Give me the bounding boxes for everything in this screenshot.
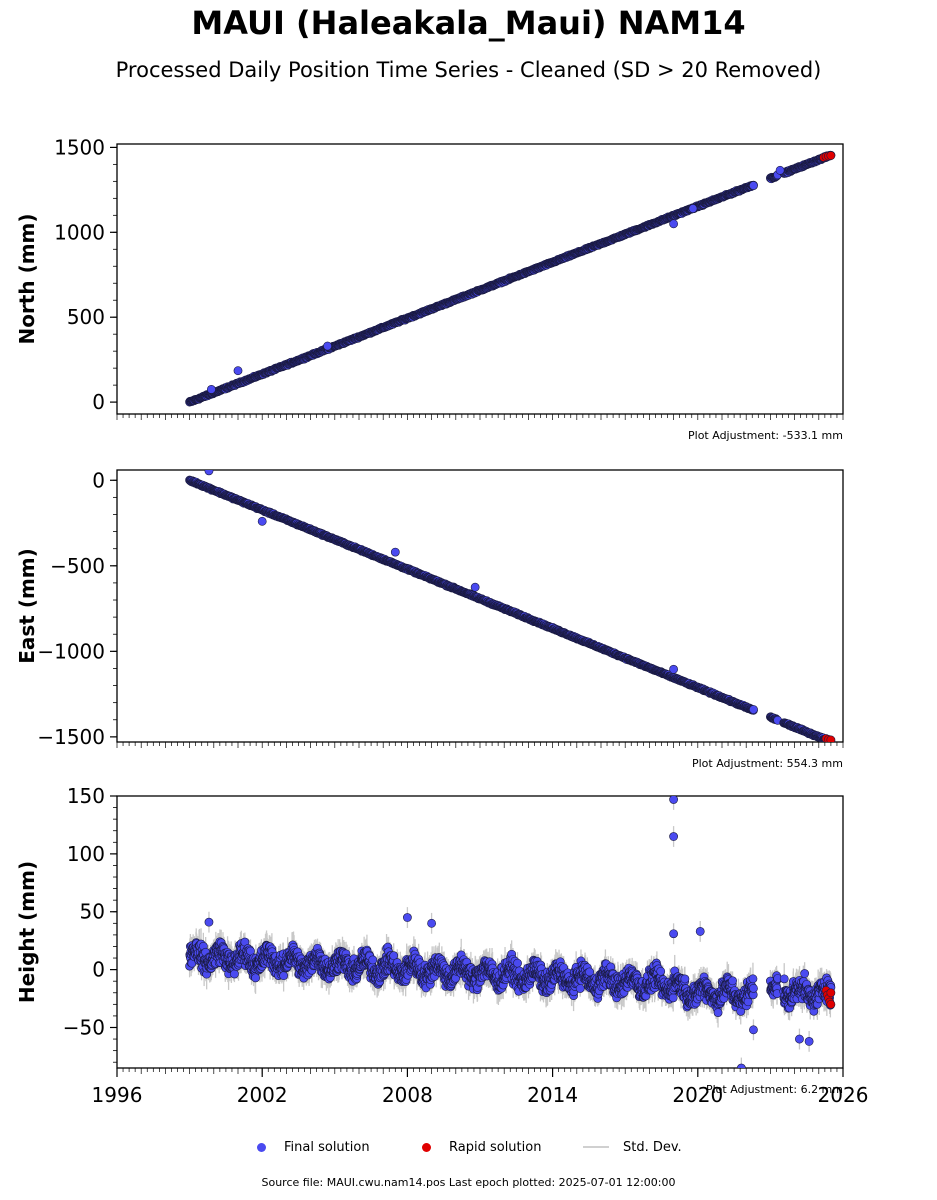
series-final	[185, 796, 836, 1068]
final-outlier-point	[204, 470, 214, 476]
figure-subtitle: Processed Daily Position Time Series - C…	[115, 58, 822, 82]
final-outlier-point	[669, 219, 678, 229]
final-outlier-point	[749, 705, 758, 714]
x-tick-label: 2020	[672, 1083, 723, 1107]
x-tick-label: 1996	[92, 1083, 143, 1107]
final-outlier-point	[390, 547, 400, 557]
rapid-point	[826, 735, 836, 742]
axes-frame	[116, 143, 844, 415]
final-outlier-point	[688, 204, 698, 213]
y-axis-label: East (mm)	[15, 548, 39, 664]
x-tick-label: 2014	[527, 1083, 578, 1107]
y-tick-label: 0	[92, 468, 105, 492]
plot-adjustment: Plot Adjustment: -533.1 mm	[688, 429, 843, 442]
y-tick-label: 100	[67, 842, 105, 866]
final-outlier-point	[323, 341, 332, 351]
axes-frame	[116, 795, 844, 1069]
y-axis-label: North (mm)	[15, 213, 39, 344]
y-tick-label: −1000	[37, 639, 105, 663]
rapid-point	[826, 151, 836, 160]
y-tick-label: −500	[50, 554, 105, 578]
final-outlier-point	[749, 181, 758, 191]
x-tick-label: 2002	[237, 1083, 288, 1107]
y-tick-label: 0	[92, 390, 105, 414]
y-axis-label: Height (mm)	[15, 861, 39, 1003]
final-outlier-point	[470, 582, 480, 592]
y-tick-label: 0	[92, 958, 105, 982]
figure-title: MAUI (Haleakala_Maui) NAM14	[191, 4, 746, 42]
final-outlier-point	[233, 366, 243, 376]
x-tick-label: 2026	[818, 1083, 869, 1107]
plot-adjustment: Plot Adjustment: 554.3 mm	[692, 757, 843, 770]
y-tick-label: 1000	[54, 220, 105, 244]
y-tick-label: 150	[67, 784, 105, 808]
x-tick-label: 2008	[382, 1083, 433, 1107]
final-outlier-point	[669, 664, 678, 674]
y-tick-label: 50	[80, 900, 105, 924]
plot-adjustment: Plot Adjustment: 6.2 mm	[706, 1083, 843, 1096]
y-tick-label: −50	[63, 1015, 105, 1039]
y-tick-label: 1500	[54, 135, 105, 159]
series-final	[185, 470, 836, 742]
final-outlier-point	[206, 384, 216, 394]
final-outlier-point	[257, 516, 267, 526]
y-tick-label: 500	[67, 305, 105, 329]
final-outlier-point	[775, 165, 785, 175]
series-final	[185, 150, 836, 407]
y-tick-label: −1500	[37, 725, 105, 749]
